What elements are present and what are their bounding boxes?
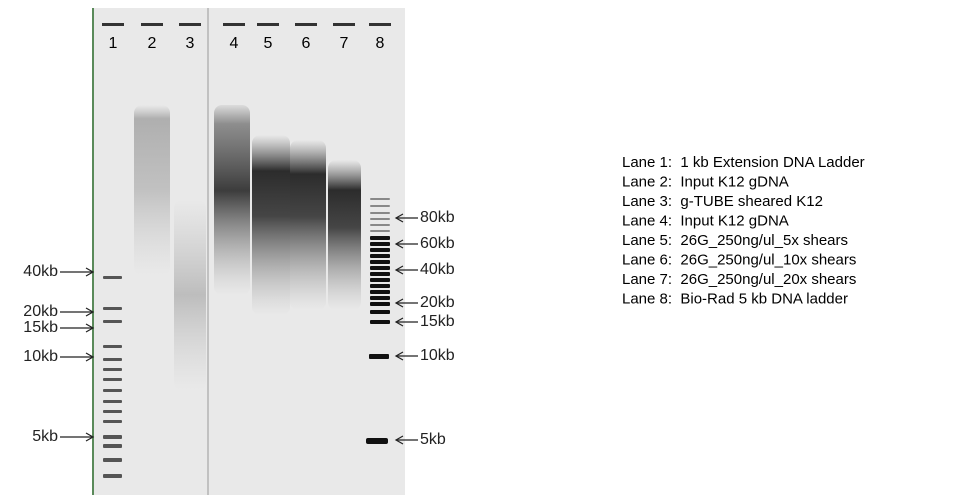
- ladder-band: [370, 290, 390, 294]
- arrow-head: [394, 239, 404, 249]
- smear: [214, 105, 250, 295]
- lane-number: 1: [109, 35, 118, 52]
- ladder-band: [103, 435, 122, 439]
- ladder-band: [366, 438, 388, 444]
- marker-label: 15kb: [23, 319, 58, 336]
- marker-label: 40kb: [23, 263, 58, 280]
- arrow-head: [85, 307, 95, 317]
- arrow-head: [394, 435, 404, 445]
- ladder-band: [103, 420, 122, 423]
- lane-number: 2: [148, 35, 157, 52]
- ladder-band: [103, 389, 122, 392]
- marker-label: 40kb: [420, 261, 455, 278]
- well: [295, 23, 317, 26]
- arrow-head: [394, 317, 404, 327]
- legend-entry: Lane 2: Input K12 gDNA: [622, 173, 789, 190]
- legend-entry: Lane 7: 26G_250ng/ul_20x shears: [622, 271, 856, 288]
- legend-entry: Lane 1: 1 kb Extension DNA Ladder: [622, 154, 865, 171]
- smear: [252, 135, 290, 315]
- ladder-band: [370, 320, 390, 324]
- ladder-band: [103, 410, 122, 413]
- ladder-band: [103, 276, 122, 279]
- marker-label: 60kb: [420, 235, 455, 252]
- ladder-band: [370, 272, 390, 276]
- arrow-head: [394, 298, 404, 308]
- marker-label: 10kb: [23, 348, 58, 365]
- bands: [102, 23, 391, 478]
- arrow-head: [394, 213, 404, 223]
- arrow-head: [394, 265, 404, 275]
- ladder-band: [370, 230, 390, 232]
- well: [257, 23, 279, 26]
- ladder-band: [370, 302, 390, 306]
- marker-label: 80kb: [420, 209, 455, 226]
- marker-label: 20kb: [420, 294, 455, 311]
- lane-number: 6: [302, 35, 311, 52]
- lane-number: 7: [340, 35, 349, 52]
- ladder-band: [103, 358, 122, 361]
- smear: [290, 140, 326, 310]
- smear: [174, 200, 206, 390]
- well: [223, 23, 245, 26]
- marker-label: 10kb: [420, 347, 455, 364]
- legend-entry: Lane 5: 26G_250ng/ul_5x shears: [622, 232, 848, 249]
- legend-entry: Lane 6: 26G_250ng/ul_10x shears: [622, 251, 856, 268]
- ladder-band: [370, 205, 390, 207]
- lane-number: 5: [264, 35, 273, 52]
- ladder-band: [369, 354, 389, 359]
- ladder-band: [370, 260, 390, 264]
- ladder-band: [370, 212, 390, 214]
- arrow-head: [85, 432, 95, 442]
- ladder-band: [370, 296, 390, 300]
- ladder-band: [370, 278, 390, 282]
- ladder-band: [370, 266, 390, 270]
- ladder-band: [103, 458, 122, 462]
- ladder-band: [370, 224, 390, 226]
- marker-label: 5kb: [420, 431, 446, 448]
- marker-label: 20kb: [23, 303, 58, 320]
- ladder-band: [370, 236, 390, 240]
- ladder-band: [370, 310, 390, 314]
- smear: [134, 105, 170, 275]
- well: [333, 23, 355, 26]
- lane-number: 4: [230, 35, 239, 52]
- ladder-band: [103, 378, 122, 381]
- well: [102, 23, 124, 26]
- ladder-band: [103, 400, 122, 403]
- ladder-band: [370, 242, 390, 246]
- legend-entry: Lane 4: Input K12 gDNA: [622, 212, 789, 229]
- well: [369, 23, 391, 26]
- labels: 1 2 3 4 5 6 7 840kb20kb15kb10kb5kb80kb60kb40kb2…: [23, 35, 864, 448]
- ladder-band: [370, 284, 390, 288]
- ladder-band: [103, 320, 122, 323]
- legend-entry: Lane 3: g-TUBE sheared K12: [622, 193, 823, 210]
- ladder-band: [103, 368, 122, 371]
- ladder-band: [370, 254, 390, 258]
- ladder-band: [370, 198, 390, 200]
- ladder-band: [103, 307, 122, 310]
- lane-number: 8: [376, 35, 385, 52]
- arrow-head: [85, 352, 95, 362]
- lane-number: 3: [186, 35, 195, 52]
- arrow-head: [85, 267, 95, 277]
- ladder-band: [103, 444, 122, 448]
- ladder-band: [370, 248, 390, 252]
- ladder-band: [103, 345, 122, 348]
- ladder-band: [103, 474, 122, 478]
- legend-entry: Lane 8: Bio-Rad 5 kb DNA ladder: [622, 290, 848, 307]
- ladder-band: [370, 218, 390, 220]
- well: [141, 23, 163, 26]
- well: [179, 23, 201, 26]
- marker-label: 5kb: [32, 428, 58, 445]
- arrow-head: [394, 351, 404, 361]
- marker-label: 15kb: [420, 313, 455, 330]
- arrow-head: [85, 323, 95, 333]
- smear: [328, 160, 361, 310]
